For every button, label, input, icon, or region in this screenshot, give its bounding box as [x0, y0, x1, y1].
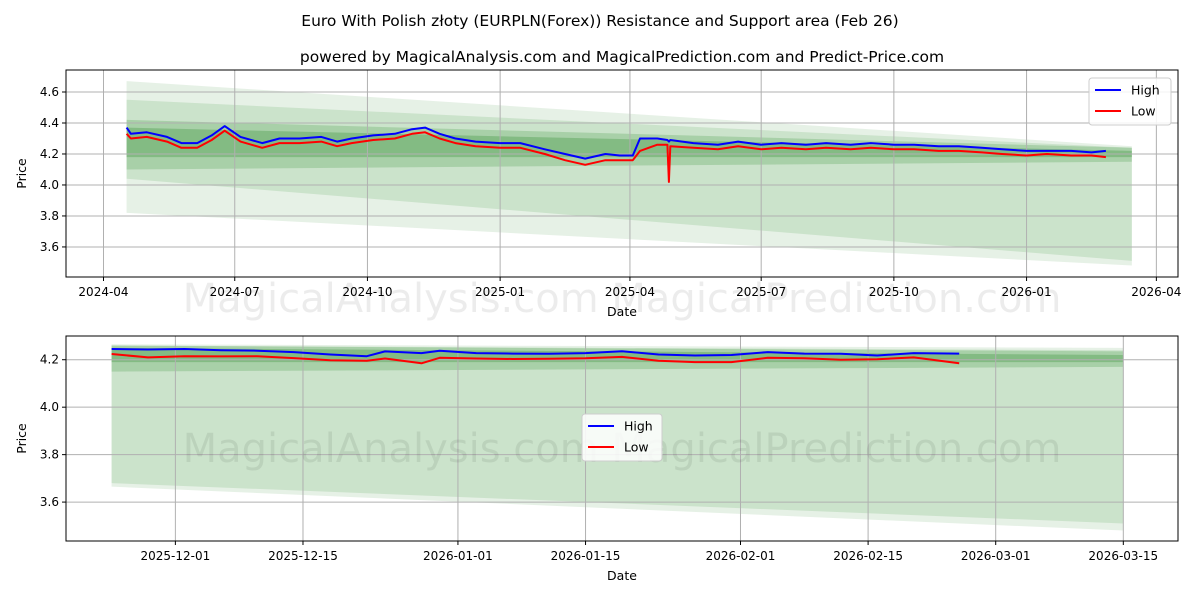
x-tick-label: 2026-01-01 — [423, 549, 493, 563]
legend-label-low: Low — [1131, 104, 1156, 119]
y-axis-label: Price — [14, 423, 29, 454]
series-low-line — [111, 353, 960, 365]
legend-label-high: High — [1131, 83, 1160, 98]
y-tick-label: 3.8 — [40, 448, 59, 462]
y-tick-label: 4.0 — [40, 178, 59, 192]
x-tick-label: 2026-03-01 — [961, 549, 1031, 563]
series-high-line — [125, 125, 1107, 160]
x-tick-label: 2025-04 — [605, 285, 655, 299]
x-axis-label: Date — [607, 304, 637, 319]
support-resistance-band — [126, 119, 1132, 170]
legend-label-low: Low — [624, 440, 649, 455]
x-tick-label: 2026-02-01 — [706, 549, 776, 563]
x-tick-label: 2026-03-15 — [1088, 549, 1158, 563]
x-tick-label: 2024-04 — [78, 285, 128, 299]
x-tick-label: 2026-01-15 — [551, 549, 621, 563]
x-tick-label: 2025-01 — [475, 285, 525, 299]
x-tick-label: 2025-07 — [736, 285, 786, 299]
x-tick-label: 2026-01 — [1001, 285, 1051, 299]
support-resistance-band — [111, 345, 1124, 372]
plot-frame — [65, 69, 1179, 278]
x-tick-label: 2026-04 — [1131, 285, 1181, 299]
bottom-chart: 3.6 3.8 4.0 4.2 2025-12-01 2025-12-15 2026-01-… — [14, 335, 1179, 583]
x-tick-label: 2024-10 — [342, 285, 392, 299]
y-tick-label: 3.6 — [40, 495, 59, 509]
y-tick-label: 3.6 — [40, 240, 59, 254]
y-tick-label: 4.0 — [40, 400, 59, 414]
y-axis-label: Price — [14, 158, 29, 189]
series-low-line — [125, 129, 1107, 183]
x-tick-label: 2025-12-01 — [141, 549, 211, 563]
legend: High Low — [1088, 77, 1172, 126]
x-tick-label: 2025-12-15 — [268, 549, 338, 563]
legend-label-high: High — [624, 419, 653, 434]
chart-subtitle: powered by MagicalAnalysis.com and Magic… — [300, 48, 944, 66]
y-tick-label: 4.2 — [40, 147, 59, 161]
y-tick-label: 4.2 — [40, 353, 59, 367]
series-high-line — [111, 348, 960, 358]
x-axis-label: Date — [607, 568, 637, 583]
plot-frame — [65, 335, 1179, 542]
x-tick-label: 2025-10 — [869, 285, 919, 299]
y-tick-label: 4.6 — [40, 85, 59, 99]
watermark: MagicalAnalysis.com MagicalPrediction.co… — [183, 276, 1062, 322]
y-tick-label: 3.8 — [40, 209, 59, 223]
support-resistance-band — [126, 81, 1132, 266]
x-tick-label: 2024-07 — [210, 285, 260, 299]
legend: High Low — [581, 413, 663, 462]
top-chart: 3.6 3.8 4.0 4.2 4.4 4.6 2024-04 2024-07 2024-10 2… — [14, 69, 1181, 322]
x-tick-label: 2026-02-15 — [833, 549, 903, 563]
y-tick-label: 4.4 — [40, 116, 59, 130]
chart-title: Euro With Polish złoty (EURPLN(Forex)) R… — [301, 12, 898, 30]
